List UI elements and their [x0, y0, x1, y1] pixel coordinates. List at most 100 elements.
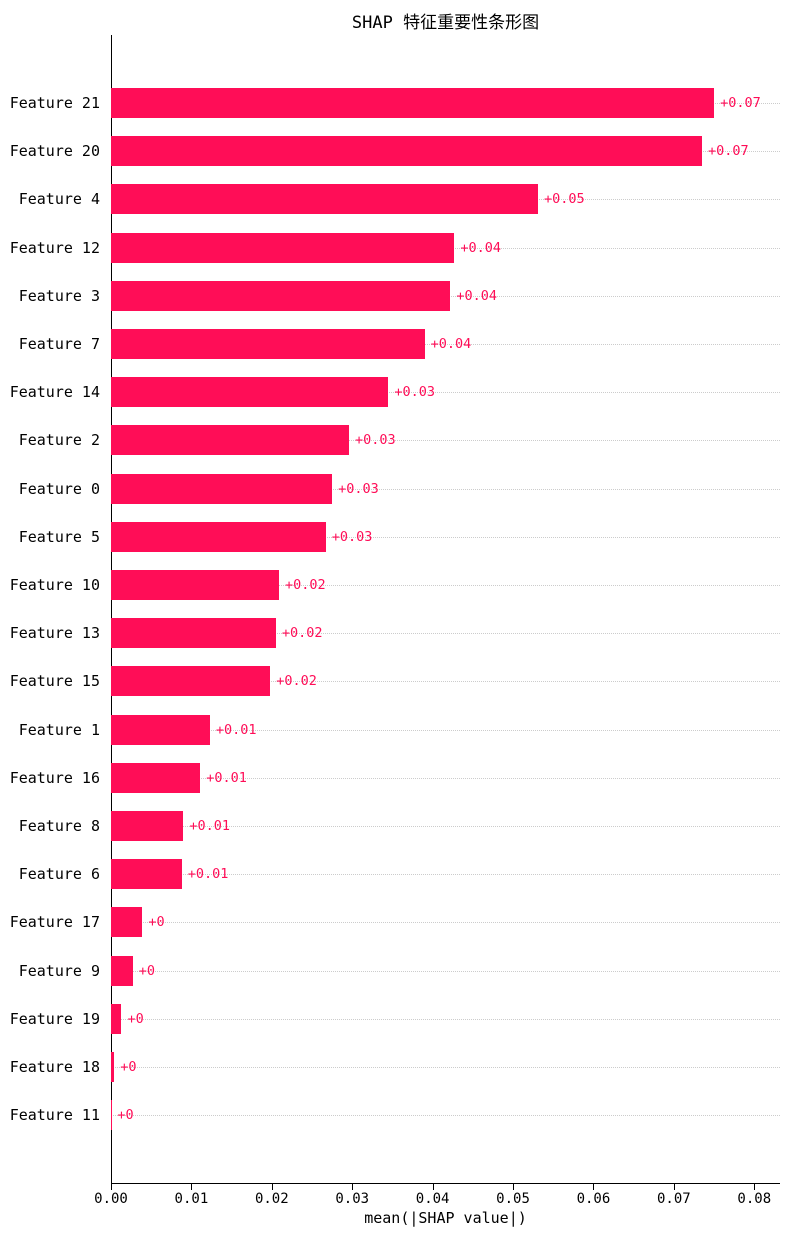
bar-value-label: +0 — [148, 914, 165, 931]
row-gridline — [111, 633, 780, 635]
bar-track: +0 — [111, 995, 780, 1043]
bar-value-label: +0.07 — [708, 143, 749, 160]
bar-row: Feature 9 +0 — [0, 947, 790, 995]
bar — [111, 811, 184, 842]
bar-value-label: +0.02 — [281, 625, 323, 642]
bar-row: Feature 16 +0.01 — [0, 754, 790, 802]
bar-row: Feature 3 +0.04 — [0, 272, 790, 320]
bar-value-label: +0.01 — [215, 721, 257, 738]
bar — [111, 570, 280, 601]
bar — [111, 88, 715, 119]
bar-value-label: +0 — [138, 962, 155, 979]
bar-row: Feature 21 +0.07 — [0, 79, 790, 127]
bar — [111, 232, 455, 263]
x-tick-mark — [754, 1184, 756, 1190]
x-axis-label: mean(|SHAP value|) — [364, 1209, 527, 1227]
bar — [111, 907, 143, 938]
feature-label: Feature 21 — [9, 94, 100, 113]
feature-label: Feature 2 — [18, 431, 100, 450]
feature-label: Feature 7 — [18, 335, 100, 354]
bar — [111, 184, 538, 215]
bar-value-label: +0.04 — [460, 239, 501, 256]
bar-row: Feature 0 +0.03 — [0, 465, 790, 513]
feature-label: Feature 9 — [18, 961, 100, 980]
feature-label: Feature 11 — [9, 1106, 100, 1125]
bar-row: Feature 12 +0.04 — [0, 224, 790, 272]
row-gridline — [111, 1115, 780, 1117]
x-tick-mark — [432, 1184, 434, 1190]
bar-value-label: +0.03 — [331, 528, 373, 545]
bar-track: +0.03 — [111, 513, 780, 561]
chart-title: SHAP 特征重要性条形图 — [351, 13, 540, 33]
bar-track: +0.01 — [111, 850, 780, 898]
x-tick-label: 0.06 — [576, 1191, 611, 1207]
feature-label: Feature 3 — [18, 286, 100, 305]
bar — [111, 473, 333, 504]
row-gridline — [111, 1067, 780, 1069]
bar-row: Feature 18 +0 — [0, 1043, 790, 1091]
feature-label: Feature 6 — [18, 865, 100, 884]
bar-track: +0.02 — [111, 609, 780, 657]
feature-label: Feature 10 — [9, 576, 100, 595]
bar — [111, 1052, 115, 1083]
bar-row: Feature 14 +0.03 — [0, 368, 790, 416]
bar-value-label: +0.01 — [187, 866, 229, 883]
row-gridline — [111, 488, 780, 490]
bar-row: Feature 17 +0 — [0, 898, 790, 946]
x-tick-mark — [673, 1184, 675, 1190]
feature-label: Feature 8 — [18, 817, 100, 836]
bar-row: Feature 4 +0.05 — [0, 175, 790, 223]
bar — [111, 329, 425, 360]
bar — [111, 859, 182, 890]
feature-label: Feature 12 — [9, 238, 100, 257]
x-tick-mark — [352, 1184, 354, 1190]
bar-track: +0.02 — [111, 657, 780, 705]
row-gridline — [111, 536, 780, 538]
bar-value-label: +0.07 — [720, 95, 761, 112]
bar-track: +0.04 — [111, 272, 780, 320]
bar-row: Feature 8 +0.01 — [0, 802, 790, 850]
bar-track: +0.03 — [111, 416, 780, 464]
bar-value-label: +0.01 — [206, 769, 247, 786]
x-tick-mark — [191, 1184, 193, 1190]
feature-label: Feature 0 — [18, 479, 100, 498]
bar-value-label: +0.03 — [355, 432, 396, 449]
bar-row: Feature 20 +0.07 — [0, 127, 790, 175]
x-tick-label: 0.05 — [496, 1191, 530, 1207]
bar-value-label: +0.04 — [456, 287, 497, 304]
bar-value-label: +0.02 — [276, 673, 317, 690]
row-gridline — [111, 585, 780, 587]
bar — [111, 521, 326, 552]
bar-track: +0.03 — [111, 465, 780, 513]
plot-area — [111, 35, 780, 1184]
bar — [111, 377, 389, 408]
row-gridline — [111, 922, 780, 924]
feature-label: Feature 1 — [18, 720, 100, 739]
bar-value-label: +0.02 — [285, 577, 326, 594]
bar-row: Feature 15 +0.02 — [0, 657, 790, 705]
bar-row: Feature 11 +0 — [0, 1091, 790, 1139]
bar-row: Feature 2 +0.03 — [0, 416, 790, 464]
bar-track: +0.04 — [111, 224, 780, 272]
feature-label: Feature 14 — [9, 383, 100, 402]
bar-track: +0.03 — [111, 368, 780, 416]
x-tick-label: 0.03 — [335, 1191, 370, 1207]
bar — [111, 762, 201, 793]
bar-value-label: +0 — [117, 1107, 134, 1124]
feature-label: Feature 19 — [9, 1009, 100, 1028]
x-tick-label: 0.08 — [737, 1191, 772, 1207]
bar-row: Feature 7 +0.04 — [0, 320, 790, 368]
row-gridline — [111, 681, 780, 683]
bar-track: +0 — [111, 898, 780, 946]
bar-row: Feature 5 +0.03 — [0, 513, 790, 561]
bar-track: +0.01 — [111, 754, 780, 802]
row-gridline — [111, 874, 780, 876]
bar-track: +0 — [111, 947, 780, 995]
bar-value-label: +0.03 — [394, 384, 436, 401]
bar — [111, 136, 702, 167]
bar-track: +0.07 — [111, 79, 780, 127]
x-tick-label: 0.00 — [94, 1191, 128, 1207]
bar — [111, 714, 210, 745]
bar-row: Feature 6 +0.01 — [0, 850, 790, 898]
bar-track: +0.01 — [111, 706, 780, 754]
